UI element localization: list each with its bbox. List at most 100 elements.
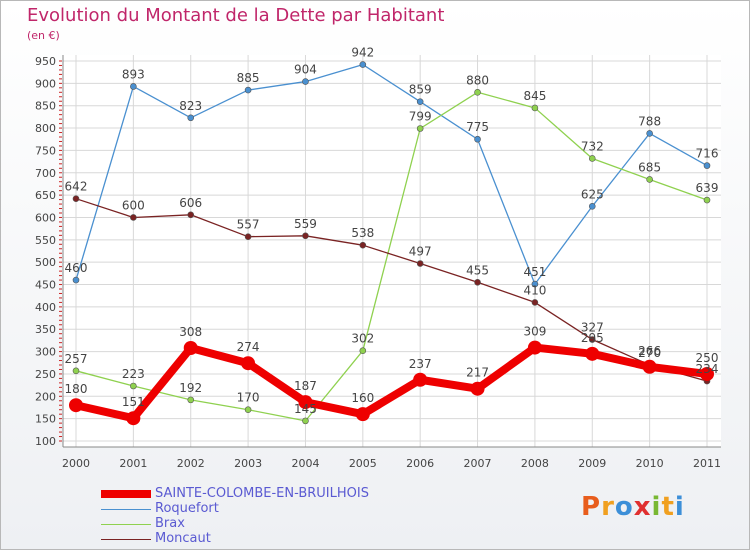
data-label: 145 (294, 402, 317, 416)
y-tick-label: 350 (35, 323, 56, 336)
data-label: 270 (638, 346, 661, 360)
data-label: 606 (179, 196, 202, 210)
data-point (359, 347, 367, 354)
data-point (302, 417, 309, 425)
data-point (126, 411, 141, 426)
x-tick-label: 2001 (119, 457, 147, 470)
data-label: 639 (696, 181, 719, 195)
data-label: 893 (122, 67, 145, 81)
legend-label: Roquefort (155, 501, 219, 516)
data-point (187, 114, 195, 122)
data-point (69, 398, 83, 413)
data-point (183, 341, 198, 356)
data-label: 460 (65, 261, 88, 275)
data-label: 250 (696, 351, 719, 365)
data-point (416, 98, 424, 105)
data-label: 538 (351, 226, 374, 240)
data-point (527, 340, 542, 355)
data-point (130, 83, 137, 90)
logo-letter: i (651, 492, 662, 522)
data-label: 799 (409, 110, 432, 124)
data-point (474, 135, 481, 143)
y-tick-label: 200 (35, 390, 56, 403)
x-tick-label: 2011 (693, 457, 721, 470)
data-label: 859 (409, 83, 432, 97)
data-label: 170 (237, 391, 260, 405)
data-point (359, 241, 367, 249)
data-point (130, 214, 137, 221)
data-label: 217 (466, 366, 489, 380)
y-tick-label: 450 (35, 279, 56, 292)
data-label: 942 (351, 46, 374, 60)
data-point (187, 396, 195, 404)
data-label: 600 (122, 198, 145, 212)
data-point (298, 395, 313, 410)
legend-label: Moncaut (155, 531, 211, 546)
logo-letter: o (614, 492, 634, 522)
data-point (531, 299, 539, 306)
x-tick-label: 2005 (349, 457, 377, 470)
data-point (646, 176, 653, 183)
data-point (642, 359, 657, 374)
data-point (646, 130, 653, 137)
y-tick-label: 100 (35, 435, 56, 448)
y-tick-label: 550 (35, 234, 56, 247)
data-point (72, 195, 80, 202)
data-point (585, 346, 600, 361)
data-label: 274 (237, 340, 260, 354)
y-tick-label: 850 (35, 100, 56, 113)
y-tick-label: 900 (35, 77, 56, 90)
data-label: 625 (581, 187, 604, 201)
x-tick-label: 2003 (234, 457, 262, 470)
data-label: 716 (696, 147, 719, 161)
x-tick-label: 2002 (177, 457, 205, 470)
y-tick-label: 500 (35, 256, 56, 269)
legend-label: Brax (155, 516, 185, 531)
data-label: 775 (466, 120, 489, 134)
data-point (241, 356, 256, 371)
x-tick-label: 2009 (578, 457, 606, 470)
data-label: 180 (65, 382, 88, 396)
data-label: 160 (351, 391, 374, 405)
data-label: 327 (581, 321, 604, 335)
data-label: 845 (523, 89, 546, 103)
data-point (416, 260, 424, 267)
data-label: 410 (523, 283, 546, 297)
data-point (703, 162, 711, 169)
series-line-sainte-colombe-en-bruilhois (75, 343, 708, 423)
x-tick-label: 2008 (521, 457, 549, 470)
data-label: 880 (466, 73, 489, 87)
data-point (355, 407, 370, 422)
data-label: 192 (179, 381, 202, 395)
y-tick-label: 700 (35, 167, 56, 180)
data-point (700, 366, 714, 381)
chart-title: Evolution du Montant de la Dette par Hab… (27, 5, 445, 26)
y-tick-label: 400 (35, 301, 56, 314)
data-point (187, 211, 195, 219)
data-label: 451 (523, 265, 546, 279)
plot-area (63, 55, 721, 447)
x-tick-label: 2007 (464, 457, 492, 470)
data-point (244, 406, 252, 414)
x-tick-label: 2010 (636, 457, 664, 470)
proxiti-logo: Proxiti (581, 492, 685, 522)
data-label: 823 (179, 99, 202, 113)
data-point (588, 336, 596, 343)
logo-letter: t (661, 492, 675, 522)
x-tick-label: 2004 (291, 457, 319, 470)
data-label: 685 (638, 160, 661, 174)
data-label: 732 (581, 139, 604, 153)
data-point (588, 202, 596, 210)
data-label: 302 (351, 332, 374, 346)
data-label: 309 (523, 325, 546, 339)
data-label: 497 (409, 245, 432, 259)
data-label: 266 (638, 344, 661, 358)
data-point (244, 233, 252, 240)
data-label: 237 (409, 357, 432, 371)
y-tick-label: 250 (35, 368, 56, 381)
data-point (474, 278, 481, 286)
data-label: 788 (638, 114, 661, 128)
data-point (416, 125, 424, 132)
data-label: 559 (294, 217, 317, 231)
